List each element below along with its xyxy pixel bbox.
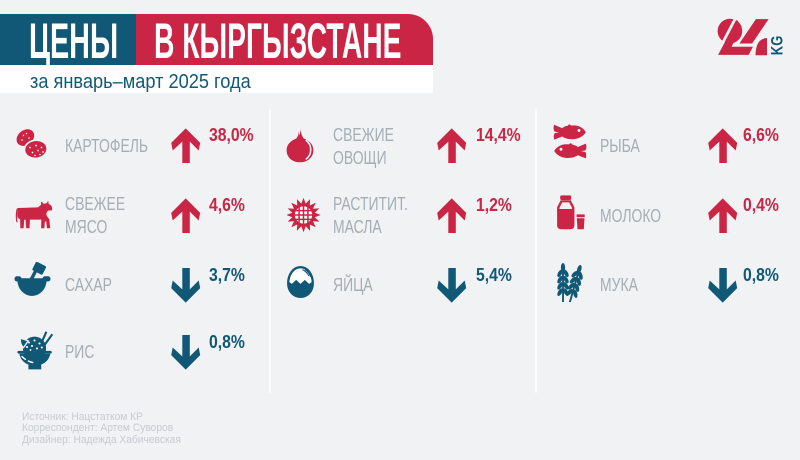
svg-text:KG: KG [768,36,787,56]
